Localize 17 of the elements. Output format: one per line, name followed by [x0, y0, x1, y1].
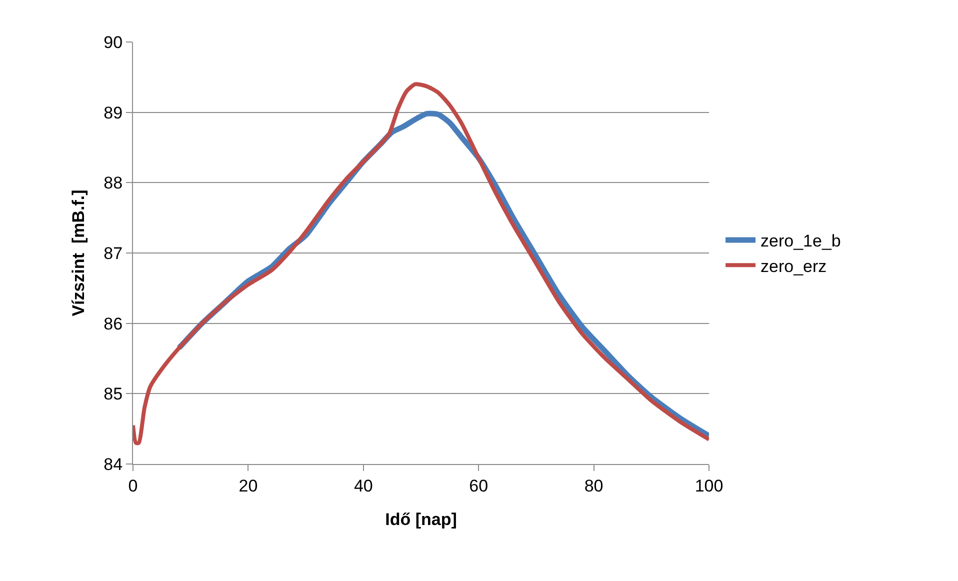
- x-tick-label: 20: [238, 476, 258, 496]
- x-tick-label: 0: [128, 476, 138, 496]
- y-tick-label: 86: [104, 314, 123, 334]
- x-tick-label: 80: [584, 476, 604, 496]
- legend-label: zero_erz: [760, 256, 827, 276]
- x-axis-title: Idő [nap]: [385, 510, 457, 529]
- x-tick-label: 60: [469, 476, 488, 496]
- legend-label: zero_1e_b: [760, 232, 841, 251]
- y-axis-title: Vízszint [mB.f.]: [69, 190, 88, 316]
- y-tick-label: 87: [104, 244, 123, 263]
- x-tick-label: 40: [354, 476, 373, 496]
- y-tick-label: 90: [104, 32, 123, 52]
- y-tick-label: 88: [104, 174, 123, 193]
- x-tick-label: 100: [694, 476, 724, 496]
- y-tick-label: 89: [104, 103, 123, 122]
- y-tick-label: 85: [104, 384, 123, 404]
- y-tick-label: 84: [104, 454, 123, 474]
